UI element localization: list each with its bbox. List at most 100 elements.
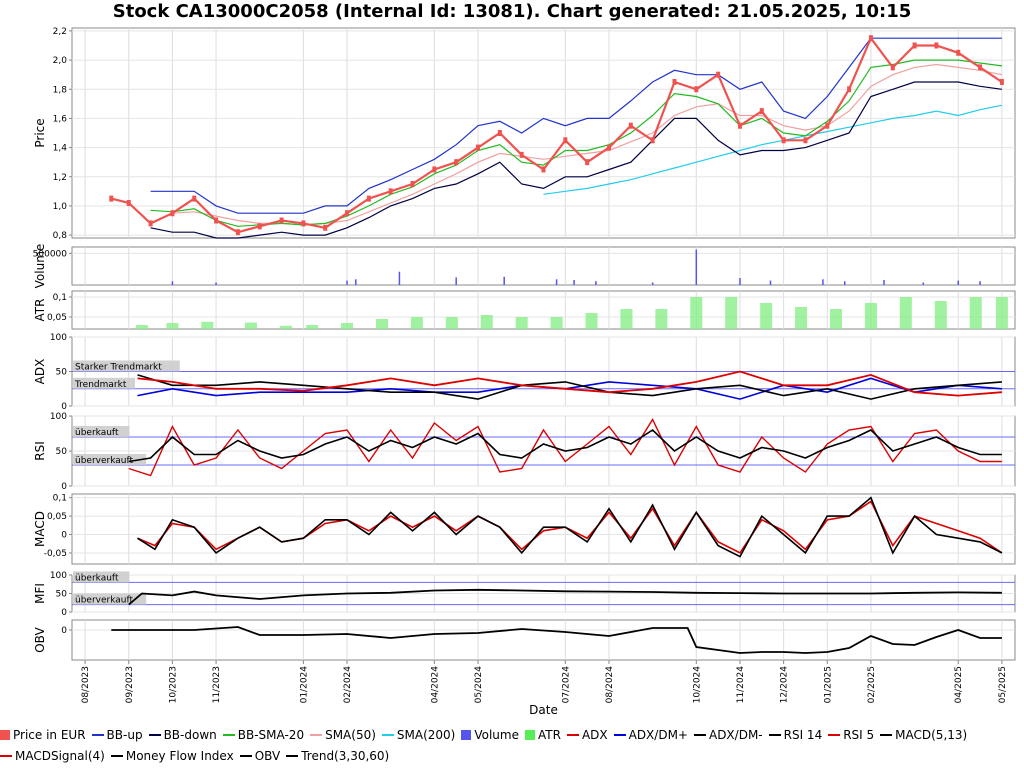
price-candle [716,71,721,78]
x-tick-label: 04/2024 [430,666,440,704]
obv-line [111,626,1002,654]
legend-label: SMA(200) [396,728,456,742]
legend-item: Volume [461,725,519,746]
price-candle [737,122,742,129]
price-candle [109,195,114,202]
atr-bar [515,317,528,329]
atr-bar [725,297,738,329]
y-tick-label: -0,05 [44,549,67,559]
legend-item: ADX/DM- [693,725,763,746]
price-candle [257,223,262,230]
legend-label: MACD(5,13) [895,728,968,742]
legend-swatch [828,734,841,736]
price-candle [170,210,175,217]
rsi5-line [128,418,1002,477]
legend-swatch [524,730,535,740]
price-candle [803,137,808,144]
x-tick-label: 07/2024 [561,666,571,704]
volume-panel-frame [71,246,1016,286]
price-candle [279,217,284,224]
price-candle [345,210,350,217]
legend-swatch [0,755,12,757]
y-axis-label: OBV [33,626,47,652]
atr-bar [899,297,912,329]
price-candle [890,64,895,71]
legend-item: Price in EUR [0,725,86,746]
x-tick-label: 09/2023 [125,666,135,703]
atr-bar [620,309,633,329]
x-tick-label: 04/2025 [954,666,964,703]
zone-label-box [73,593,147,605]
atr-bar [830,309,843,329]
price-candle [999,78,1004,85]
price-candle [585,159,590,166]
price-candle [759,108,764,115]
legend-swatch [148,734,161,736]
legend-item: ADX [566,725,608,746]
atr-bar [279,325,292,329]
x-tick-label: 10/2024 [692,666,702,704]
atr-bar [375,319,388,329]
price-candle [847,86,852,93]
atr-bar [341,323,354,329]
legend-item: SMA(200) [381,725,456,746]
y-tick-label: 0 [61,402,67,412]
y-axis-label: ADX [33,359,47,385]
legend-label: BB-up [106,728,143,742]
legend-label: ADX/DM- [708,728,763,742]
y-tick-label: 100 [50,333,67,343]
atr-bar [166,323,179,329]
bb-up-line [150,37,1002,214]
legend-item: BB-SMA-20 [222,725,304,746]
legend-item: RSI 14 [768,725,823,746]
chart-legend: Price in EUR BB-up BB-down BB-SMA-20 SMA(50)… [0,725,1024,767]
y-tick-label: 50 [56,447,68,457]
zone-label-box [73,454,147,465]
atr-bar [585,313,598,329]
price-candle [541,166,546,173]
zone-label: überverkauft [75,456,134,466]
y-tick-label: 0,1 [53,494,67,504]
legend-label: SMA(50) [325,728,376,742]
y-tick-label: 0,8 [53,231,68,241]
price-candle [192,195,197,202]
y-tick-label: 50 [56,590,68,600]
atr-bar [550,317,563,329]
y-tick-label: 0 [61,626,67,636]
bb-down-line [150,81,1002,239]
legend-item: ADX/DM+ [613,725,688,746]
atr-bar [969,297,982,329]
y-tick-label: 0 [61,531,67,541]
zone-label: überverkauft [75,596,134,606]
atr-bar [795,307,808,329]
legend-label: Volume [474,728,519,742]
legend-item: ATR [524,725,561,746]
legend-label: RSI 14 [783,728,823,742]
legend-item: RSI 5 [828,725,874,746]
legend-swatch [693,734,706,736]
price-candle [366,195,371,202]
price-candle [781,137,786,144]
y-axis-label: Price [33,118,47,147]
x-tick-label: 02/2025 [867,666,877,703]
price-candle [476,144,481,151]
legend-label: BB-down [163,728,217,742]
zone-label: Trendmarkt [74,380,127,390]
price-candle [563,137,568,144]
legend-swatch [566,734,579,736]
price-candle [214,217,219,224]
atr-bar [934,301,947,329]
price-candle [868,35,873,42]
mfi-line [128,588,1002,606]
macd-panel-frame [71,493,1016,565]
legend-swatch [239,755,252,757]
atr-bar [244,322,257,329]
zone-label-box [73,571,130,583]
legend-label: OBV [254,749,281,763]
x-tick-label: 02/2024 [343,666,353,704]
legend-item: Money Flow Index [110,746,234,767]
atr-bar [995,297,1008,329]
y-axis-label: MACD [33,511,47,547]
legend-swatch [381,734,394,736]
zone-label: überkauft [75,428,119,438]
